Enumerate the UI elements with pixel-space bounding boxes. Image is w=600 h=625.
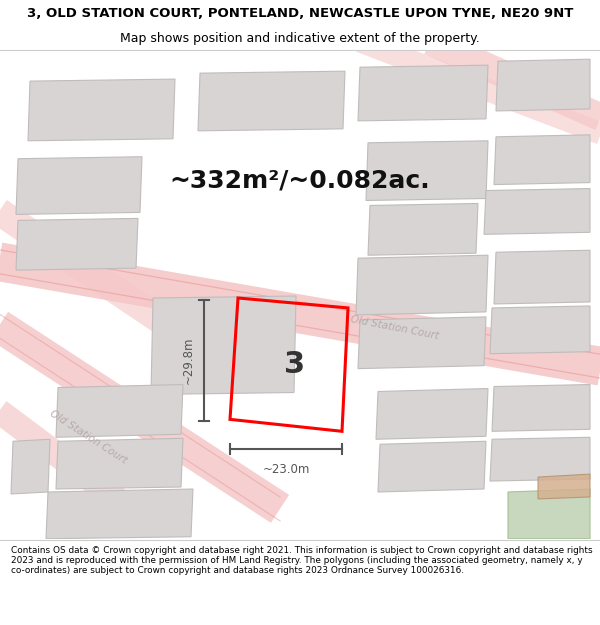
Polygon shape bbox=[198, 71, 345, 131]
Text: ~29.8m: ~29.8m bbox=[182, 337, 195, 384]
Polygon shape bbox=[56, 384, 183, 438]
Polygon shape bbox=[490, 306, 590, 354]
Polygon shape bbox=[151, 296, 296, 394]
Text: ~23.0m: ~23.0m bbox=[262, 463, 310, 476]
Text: Old Station Court: Old Station Court bbox=[47, 409, 128, 466]
Polygon shape bbox=[11, 439, 50, 494]
Text: ~332m²/~0.082ac.: ~332m²/~0.082ac. bbox=[170, 169, 430, 192]
Polygon shape bbox=[496, 59, 590, 111]
Polygon shape bbox=[366, 141, 488, 201]
Text: Contains OS data © Crown copyright and database right 2021. This information is : Contains OS data © Crown copyright and d… bbox=[11, 546, 592, 576]
Text: Map shows position and indicative extent of the property.: Map shows position and indicative extent… bbox=[120, 32, 480, 46]
Polygon shape bbox=[56, 438, 183, 489]
Polygon shape bbox=[494, 135, 590, 184]
Polygon shape bbox=[368, 204, 478, 255]
Polygon shape bbox=[16, 157, 142, 214]
Polygon shape bbox=[376, 389, 488, 439]
Polygon shape bbox=[356, 255, 488, 315]
Text: 3, OLD STATION COURT, PONTELAND, NEWCASTLE UPON TYNE, NE20 9NT: 3, OLD STATION COURT, PONTELAND, NEWCAST… bbox=[27, 7, 573, 20]
Polygon shape bbox=[16, 218, 138, 270]
Polygon shape bbox=[28, 79, 175, 141]
Polygon shape bbox=[492, 384, 590, 431]
Polygon shape bbox=[490, 438, 590, 481]
Polygon shape bbox=[484, 189, 590, 234]
Polygon shape bbox=[538, 474, 590, 499]
Text: 3: 3 bbox=[284, 350, 305, 379]
Polygon shape bbox=[378, 441, 486, 492]
Polygon shape bbox=[358, 65, 488, 121]
Polygon shape bbox=[494, 250, 590, 304]
Polygon shape bbox=[508, 489, 590, 539]
Polygon shape bbox=[46, 489, 193, 539]
Polygon shape bbox=[358, 317, 486, 369]
Text: Old Station Court: Old Station Court bbox=[350, 314, 440, 341]
